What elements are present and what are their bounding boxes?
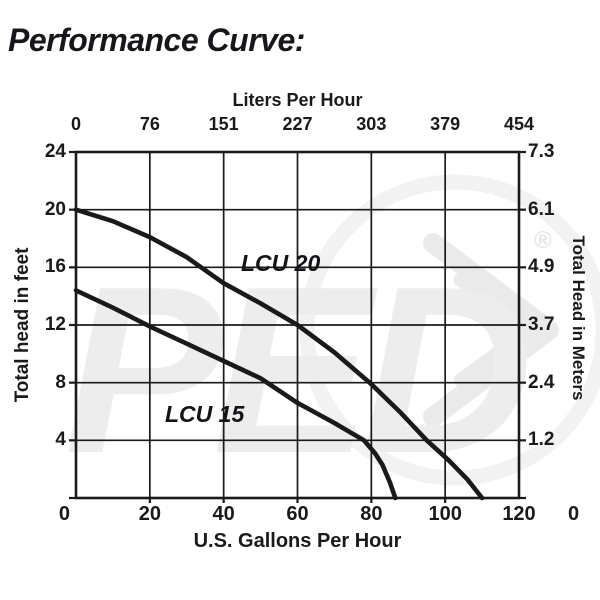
watermark-registered-icon: ® (534, 227, 552, 254)
bottom-axis-tick-40: 40 (212, 503, 235, 525)
top-axis-tick-151: 151 (208, 114, 239, 134)
right-axis-tick-6.1: 6.1 (528, 198, 555, 220)
bottom-axis-tick-60: 60 (286, 503, 309, 525)
top-axis-tick-76: 76 (139, 114, 160, 134)
curve-lcu-20 (73, 207, 485, 501)
right-axis-tick-1.2: 1.2 (528, 429, 555, 451)
right-axis-tick-4.9: 4.9 (528, 256, 555, 278)
left-axis-tick-4: 4 (55, 429, 66, 451)
left-axis-tick-24: 24 (44, 141, 66, 162)
bottom-axis-tick-80: 80 (360, 503, 383, 525)
watermark-logo-text: PED (64, 238, 527, 503)
series-label-lcu-15: LCU 15 (165, 401, 245, 427)
bottom-axis-tick-120: 120 (502, 503, 536, 525)
page-title: Performance Curve: (8, 22, 305, 58)
top-axis-tick-454: 454 (503, 114, 535, 134)
right-axis-tick-7.3: 7.3 (528, 141, 555, 162)
top-axis-tick-227: 227 (282, 114, 313, 134)
right-axis-tick-0: 0 (568, 503, 580, 525)
right-axis-tick-3.7: 3.7 (528, 314, 555, 335)
top-axis-tick-0: 0 (70, 114, 81, 134)
bottom-axis-tick-0: 0 (58, 503, 70, 525)
left-axis-tick-16: 16 (44, 256, 66, 278)
top-axis-tick-303: 303 (356, 114, 387, 134)
top-axis-tick-379: 379 (430, 114, 461, 134)
left-axis-tick-8: 8 (55, 371, 66, 393)
top-axis-title: Liters Per Hour (232, 90, 363, 110)
bottom-axis-tick-20: 20 (138, 503, 161, 525)
left-axis-tick-12: 12 (44, 314, 66, 335)
watermark-arrow-icon (423, 233, 559, 427)
watermark-arrow-inner-icon (453, 273, 536, 387)
series-label-lcu-20: LCU 20 (241, 250, 321, 276)
left-axis-tick-20: 20 (44, 198, 66, 220)
curve-lcu-15 (73, 288, 398, 501)
bottom-axis-title: U.S. Gallons Per Hour (193, 530, 402, 552)
plot-frame (74, 150, 521, 500)
bottom-axis-tick-100: 100 (428, 503, 462, 525)
right-axis-tick-2.4: 2.4 (528, 371, 555, 393)
